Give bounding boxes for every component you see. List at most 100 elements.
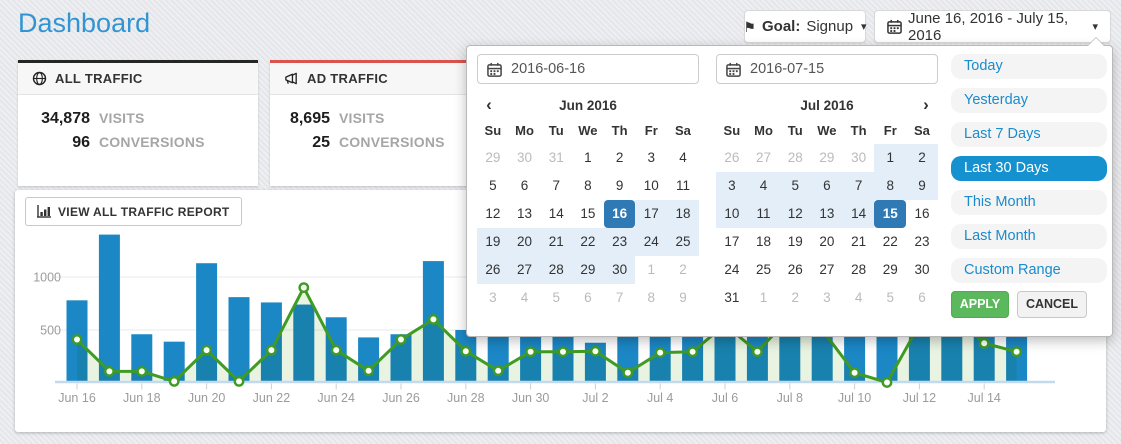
day-cell[interactable]: 12 — [779, 200, 812, 228]
range-shortcut-last-7-days[interactable]: Last 7 Days — [951, 122, 1107, 147]
end-date-field[interactable] — [716, 54, 938, 84]
view-all-traffic-report-button[interactable]: VIEW ALL TRAFFIC REPORT — [25, 197, 242, 226]
day-cell[interactable]: 29 — [882, 262, 898, 277]
day-cell[interactable]: 26 — [787, 262, 803, 277]
day-cell[interactable]: 1 — [647, 262, 656, 277]
day-cell[interactable]: 5 — [779, 172, 812, 200]
day-cell[interactable]: 25 — [667, 228, 699, 256]
apply-button[interactable]: APPLY — [951, 291, 1009, 318]
day-cell[interactable]: 31 — [548, 150, 564, 165]
day-cell[interactable]: 27 — [756, 150, 772, 165]
day-cell[interactable]: 18 — [667, 200, 699, 228]
day-cell[interactable]: 4 — [854, 290, 863, 305]
cancel-button[interactable]: CANCEL — [1017, 291, 1087, 318]
day-cell[interactable]: 31 — [724, 290, 740, 305]
range-shortcut-yesterday[interactable]: Yesterday — [951, 88, 1107, 113]
day-cell[interactable]: 3 — [716, 172, 748, 200]
day-cell[interactable]: 14 — [548, 206, 564, 221]
day-cell[interactable]: 19 — [477, 228, 509, 256]
day-cell[interactable]: 1 — [874, 144, 907, 172]
day-cell[interactable]: 11 — [675, 178, 690, 193]
day-cell[interactable]: 14 — [842, 200, 875, 228]
day-cell[interactable]: 4 — [747, 172, 780, 200]
day-cell[interactable]: 3 — [823, 290, 831, 305]
day-cell[interactable]: 1 — [759, 290, 768, 305]
day-cell[interactable]: 30 — [914, 262, 930, 277]
day-cell[interactable]: 24 — [724, 262, 740, 277]
day-cell[interactable]: 7 — [615, 290, 624, 305]
day-cell[interactable]: 11 — [747, 200, 780, 228]
day-cell[interactable]: 27 — [819, 262, 835, 277]
range-shortcut-this-month[interactable]: This Month — [951, 190, 1107, 215]
day-cell[interactable]: 6 — [520, 178, 529, 193]
day-cell[interactable]: 5 — [886, 290, 895, 305]
day-cell[interactable]: 9 — [615, 178, 624, 193]
start-date-input[interactable] — [509, 60, 683, 78]
day-cell[interactable]: 21 — [851, 234, 867, 249]
day-cell[interactable]: 20 — [508, 228, 541, 256]
end-date-input[interactable] — [748, 60, 922, 78]
day-cell[interactable]: 6 — [584, 290, 592, 305]
day-cell[interactable]: 9 — [906, 172, 938, 200]
day-cell[interactable]: 25 — [756, 262, 772, 277]
day-cell[interactable]: 18 — [756, 234, 772, 249]
day-cell[interactable]: 29 — [572, 256, 604, 284]
day-cell[interactable]: 22 — [572, 228, 604, 256]
day-cell[interactable]: 28 — [540, 256, 573, 284]
day-cell[interactable]: 13 — [811, 200, 843, 228]
day-cell[interactable]: 17 — [724, 234, 740, 249]
day-cell[interactable]: 19 — [787, 234, 803, 249]
day-cell[interactable]: 24 — [635, 228, 668, 256]
day-cell[interactable]: 21 — [540, 228, 573, 256]
day-cell[interactable]: 8 — [584, 178, 592, 193]
day-cell[interactable]: 16 — [914, 206, 930, 221]
day-cell[interactable]: 2 — [906, 144, 938, 172]
day-cell[interactable]: 16 — [603, 200, 636, 228]
day-cell[interactable]: 15 — [874, 200, 907, 228]
day-cell[interactable]: 27 — [508, 256, 541, 284]
day-cell[interactable]: 17 — [635, 200, 668, 228]
day-cell[interactable]: 30 — [517, 150, 533, 165]
date-range-button[interactable]: June 16, 2016 - July 15, 2016 ▾ — [874, 10, 1111, 44]
day-cell[interactable]: 12 — [485, 206, 501, 221]
day-cell[interactable]: 7 — [842, 172, 875, 200]
day-cell[interactable]: 13 — [517, 206, 533, 221]
day-cell[interactable]: 15 — [580, 206, 596, 221]
day-cell[interactable]: 10 — [716, 200, 748, 228]
day-cell[interactable]: 26 — [477, 256, 509, 284]
day-cell[interactable]: 29 — [819, 150, 835, 165]
day-cell[interactable]: 4 — [520, 290, 529, 305]
goal-dropdown-button[interactable]: ⚑ Goal: Signup ▾ — [743, 10, 867, 43]
day-cell[interactable]: 10 — [643, 178, 659, 193]
day-cell[interactable]: 2 — [615, 150, 624, 165]
day-cell[interactable]: 28 — [787, 150, 803, 165]
day-cell[interactable]: 8 — [647, 290, 656, 305]
day-cell[interactable]: 23 — [914, 234, 930, 249]
day-cell[interactable]: 3 — [489, 290, 497, 305]
calendar-prev-icon[interactable]: ‹ — [486, 95, 492, 114]
day-cell[interactable]: 2 — [791, 290, 799, 305]
day-cell[interactable]: 5 — [552, 290, 560, 305]
day-cell[interactable]: 8 — [874, 172, 907, 200]
day-cell[interactable]: 22 — [882, 234, 898, 249]
day-cell[interactable]: 30 — [851, 150, 867, 165]
day-cell[interactable]: 28 — [851, 262, 867, 277]
day-cell[interactable]: 4 — [679, 150, 687, 165]
day-cell[interactable]: 23 — [603, 228, 636, 256]
day-cell[interactable]: 26 — [724, 150, 740, 165]
day-cell[interactable]: 6 — [811, 172, 843, 200]
day-cell[interactable]: 2 — [679, 262, 687, 277]
day-cell[interactable]: 1 — [584, 150, 592, 165]
calendar-next-icon[interactable]: › — [923, 95, 929, 114]
day-cell[interactable]: 30 — [603, 256, 636, 284]
day-cell[interactable]: 9 — [679, 290, 687, 305]
range-shortcut-last-month[interactable]: Last Month — [951, 224, 1107, 249]
range-shortcut-custom-range[interactable]: Custom Range — [951, 258, 1107, 283]
day-cell[interactable]: 20 — [819, 234, 835, 249]
day-cell[interactable]: 3 — [647, 150, 656, 165]
start-date-field[interactable] — [477, 54, 699, 84]
day-cell[interactable]: 5 — [489, 178, 497, 193]
day-cell[interactable]: 29 — [485, 150, 501, 165]
range-shortcut-last-30-days[interactable]: Last 30 Days — [951, 156, 1107, 181]
day-cell[interactable]: 7 — [552, 178, 560, 193]
